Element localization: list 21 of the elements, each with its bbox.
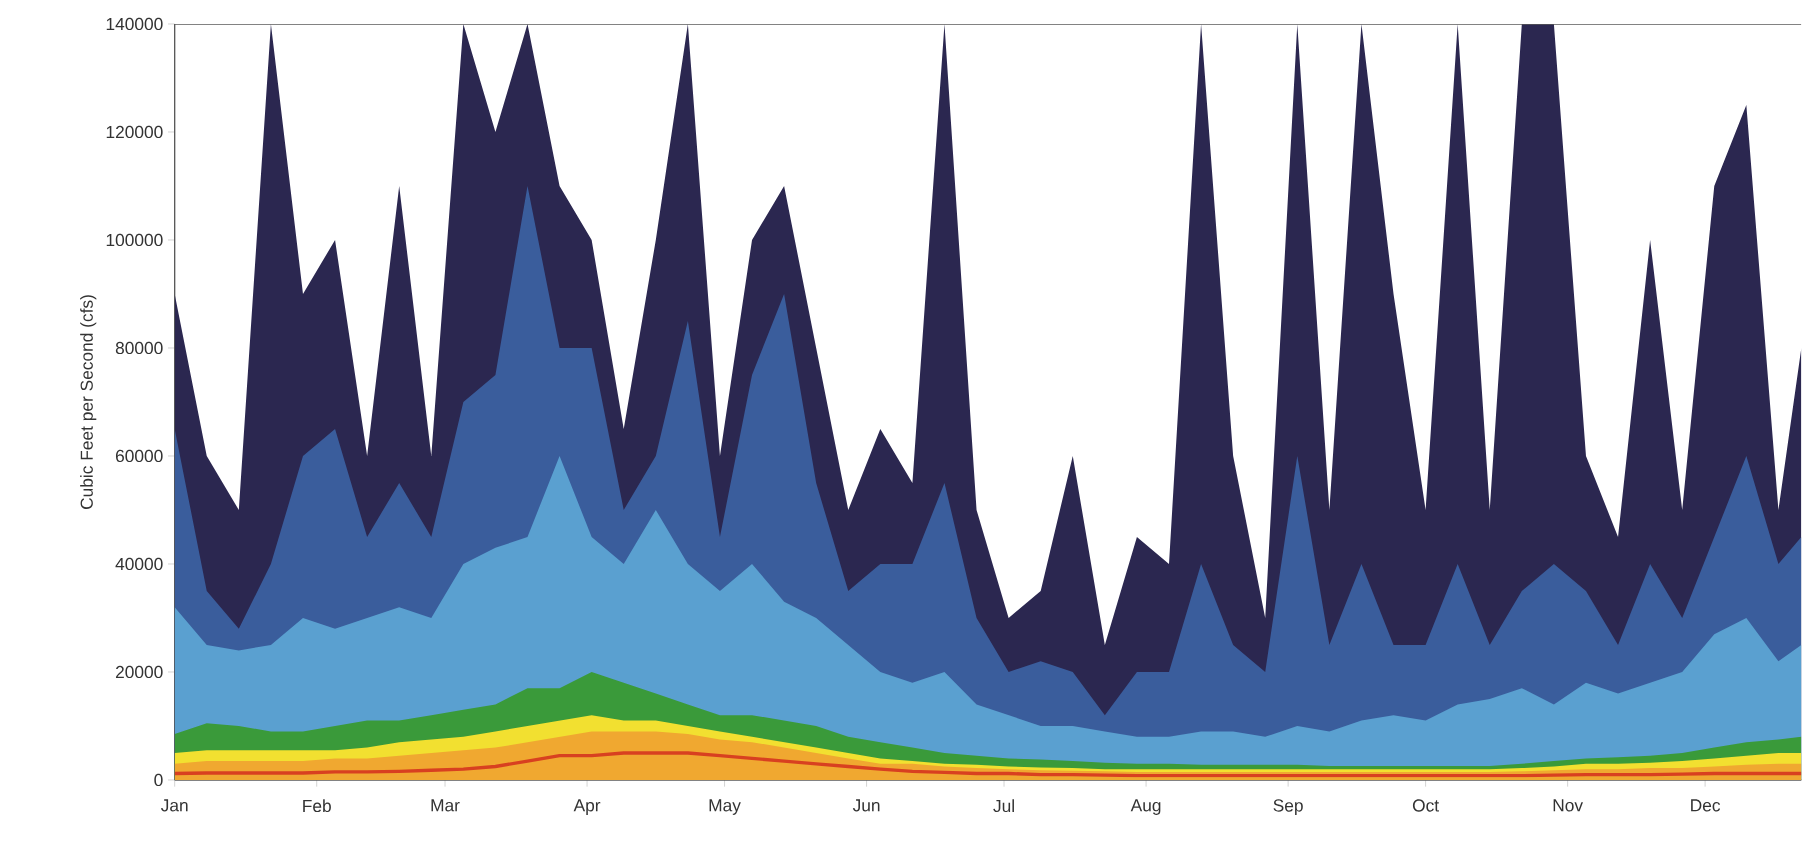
y-tick-label: 120000 <box>106 125 163 139</box>
x-tick-label: Oct <box>1412 799 1439 812</box>
x-tick-label: Apr <box>573 799 601 815</box>
x-tick-label: Feb <box>303 799 331 813</box>
y-tick-label: 80000 <box>115 341 163 355</box>
x-tick-label: Sep <box>1273 799 1303 816</box>
x-tick-label: Mar <box>431 799 460 812</box>
y-tick-label: 140000 <box>106 17 163 31</box>
y-axis-title: Cubic Feet per Second (cfs) <box>80 295 97 509</box>
x-tick-label: Jan <box>160 799 188 812</box>
x-tick-label: Dec <box>1691 799 1721 812</box>
y-tick-label: 100000 <box>106 233 163 247</box>
y-tick-label: 40000 <box>115 557 163 571</box>
x-tick-label: Jul <box>993 799 1014 813</box>
y-tick-label: 60000 <box>115 449 163 463</box>
x-tick-label: Nov <box>1553 799 1583 812</box>
y-tick-label: 20000 <box>115 665 163 679</box>
x-tick-label: May <box>709 799 741 815</box>
x-tick-label: Jun <box>852 799 880 812</box>
x-tick-label: Aug <box>1130 799 1161 815</box>
y-tick-label: 0 <box>154 773 163 787</box>
